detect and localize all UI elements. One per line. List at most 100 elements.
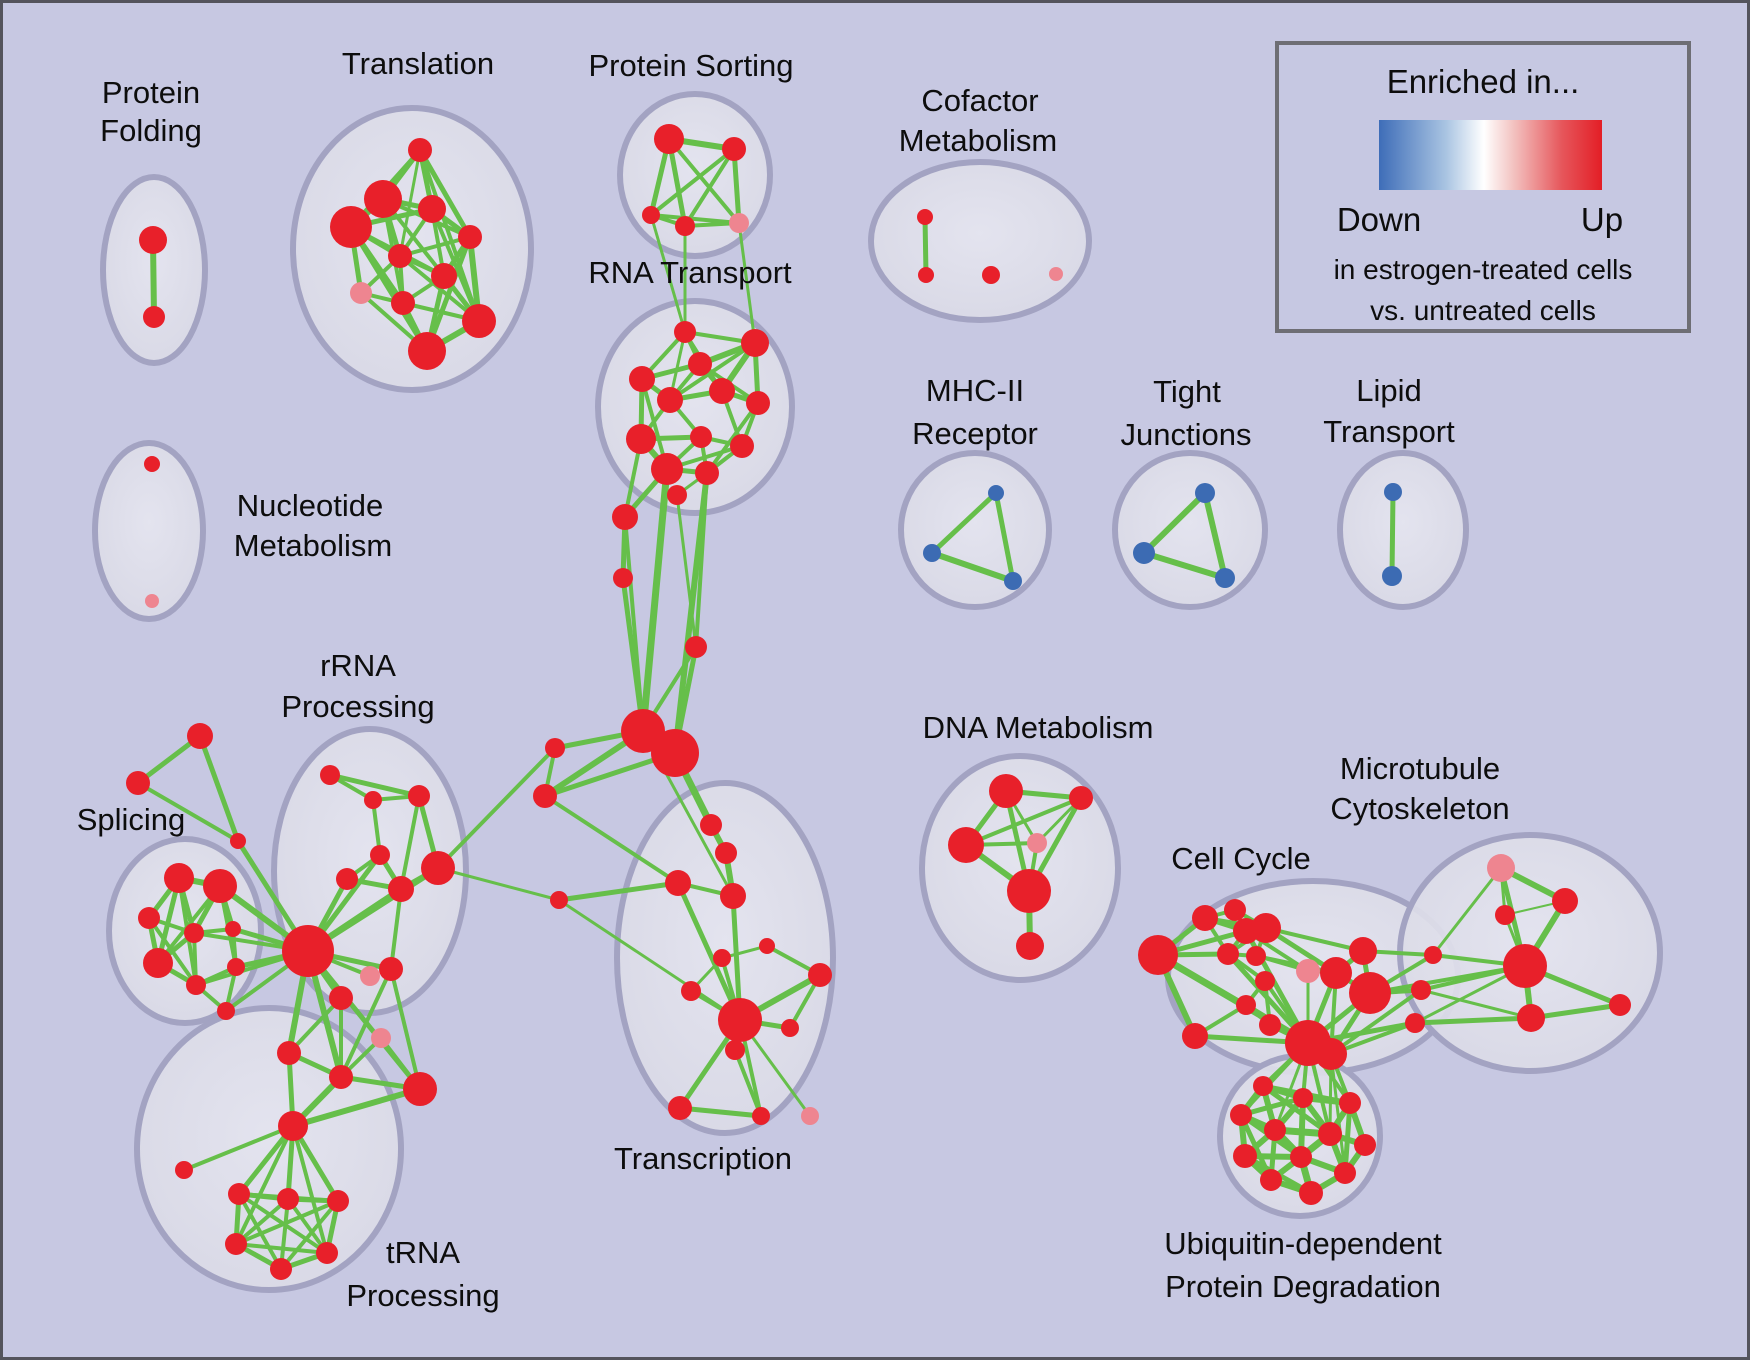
edge-x2-x3: [234, 1199, 340, 1246]
cluster-label-lipid-transport-2: Transport: [1323, 414, 1455, 449]
gene-set-node-j1: [1133, 542, 1155, 564]
gene-set-node-r10: [651, 453, 683, 485]
gene-set-node-cc2: [1224, 899, 1246, 921]
cluster-label-tight-junctions-2: Junctions: [1121, 417, 1252, 452]
gene-set-node-tc6: [681, 981, 701, 1001]
edge-q0-q2: [327, 772, 422, 799]
edge-t0-t4: [417, 147, 473, 240]
gene-set-node-ub10: [1334, 1162, 1356, 1184]
gene-set-node-r11: [695, 461, 719, 485]
cluster-ellipse-rna-transport: [595, 298, 795, 516]
gene-set-node-l0: [1384, 483, 1402, 501]
gene-set-node-p4: [729, 213, 749, 233]
gene-set-node-q13: [403, 1072, 437, 1106]
gene-set-node-mt2: [1495, 905, 1515, 925]
gene-set-node-q0: [320, 765, 340, 785]
gene-set-node-s1: [203, 869, 237, 903]
edge-tc11-tc12: [677, 1105, 764, 1119]
edge-x2-x5: [279, 1199, 340, 1271]
gene-set-node-j0: [1195, 483, 1215, 503]
gene-set-node-t10: [408, 332, 446, 370]
cluster-label-dna-metabolism: DNA Metabolism: [923, 710, 1154, 745]
cluster-label-mhc-ii-receptor-2: Receptor: [912, 416, 1038, 451]
gene-set-node-s0: [164, 863, 194, 893]
edge-p1-p4: [731, 146, 742, 226]
cluster-label-nucleotide-metabolism-1: Nucleotide: [237, 488, 383, 523]
gene-set-node-n0: [144, 456, 160, 472]
gene-set-node-h0: [278, 1111, 308, 1141]
edge-h0-q13: [290, 1086, 423, 1129]
edge-q10-q13: [389, 967, 422, 1091]
edge-q10-q12: [339, 967, 393, 1079]
gene-set-node-x5: [270, 1258, 292, 1280]
gene-set-node-q7: [282, 925, 334, 977]
gene-set-node-tc9: [808, 963, 832, 987]
cluster-ellipse-mhc-ii-receptor: [898, 450, 1052, 610]
gene-set-node-t8: [391, 291, 415, 315]
gene-set-node-s4: [225, 921, 241, 937]
gene-set-node-c3: [1049, 267, 1063, 281]
edge-j0-j2: [1202, 490, 1228, 581]
gene-set-node-r5: [657, 387, 683, 413]
gene-set-node-cc6: [1246, 946, 1266, 966]
edge-q2-q5: [399, 794, 421, 891]
cluster-label-ubiquitin-degradation-1: Ubiquitin-dependent: [1164, 1226, 1442, 1261]
edge-m1-m2: [929, 550, 1016, 584]
gene-set-node-cc0: [1138, 935, 1178, 975]
edge-r10-b0: [639, 465, 671, 735]
gene-set-node-p2: [642, 206, 660, 224]
gene-set-node-v3: [685, 636, 707, 658]
gene-set-node-t4: [458, 225, 482, 249]
gene-set-node-u1: [126, 771, 150, 795]
gene-set-node-s2: [138, 907, 160, 929]
cluster-label-translation: Translation: [342, 46, 494, 81]
gene-set-node-s7: [227, 958, 245, 976]
gene-set-node-cc1: [1192, 905, 1218, 931]
gene-set-node-mt1: [1552, 888, 1578, 914]
edge-p2-p4: [649, 213, 741, 225]
edge-m0-m2: [993, 490, 1016, 584]
cluster-label-microtubule-cytoskeleton-2: Cytoskeleton: [1330, 791, 1509, 826]
cluster-label-cofactor-metabolism-2: Metabolism: [899, 123, 1058, 158]
gene-set-node-q8: [360, 966, 380, 986]
gene-set-node-x4: [316, 1242, 338, 1264]
gene-set-node-b4: [550, 891, 568, 909]
gene-set-node-q6: [421, 851, 455, 885]
gene-set-node-n1: [145, 594, 159, 608]
gene-set-node-cc8: [1320, 957, 1352, 989]
gene-set-node-l1: [1382, 566, 1402, 586]
cluster-label-protein-folding-1: Protein: [102, 75, 200, 110]
cluster-label-rrna-processing-2: Processing: [281, 689, 434, 724]
edge-x3-x4: [234, 1242, 329, 1255]
gene-set-node-c1: [918, 267, 934, 283]
gene-set-node-tc4: [713, 949, 731, 967]
cluster-ellipse-lipid-transport: [1337, 450, 1469, 610]
cluster-label-rrna-processing-1: rRNA: [320, 648, 396, 683]
edge-b4-tc3: [556, 880, 681, 903]
gene-set-node-q4: [336, 868, 358, 890]
legend-gradient-bar: [1379, 120, 1602, 190]
gene-set-node-v1: [667, 485, 687, 505]
gene-set-node-m2: [1004, 572, 1022, 590]
cluster-label-ubiquitin-degradation-2: Protein Degradation: [1165, 1269, 1441, 1304]
gene-set-node-r2: [688, 352, 712, 376]
edge-t2-t9: [430, 207, 481, 323]
gene-set-node-cc11: [1255, 971, 1275, 991]
gene-set-node-ub4: [1264, 1119, 1286, 1141]
gene-set-node-ub5: [1318, 1122, 1342, 1146]
gene-set-node-t0: [408, 138, 432, 162]
gene-set-node-q2: [408, 785, 430, 807]
legend-box: Enriched in... Down Up in estrogen-treat…: [1275, 41, 1691, 333]
edge-cc16-k1: [1329, 988, 1423, 1056]
gene-set-node-tc8: [781, 1019, 799, 1037]
edge-p4-r1: [737, 221, 757, 345]
edge-k1-mt4: [1419, 988, 1533, 1020]
edge-m0-m1: [929, 490, 999, 556]
gene-set-node-r7: [626, 424, 656, 454]
gene-set-node-cc5: [1217, 943, 1239, 965]
gene-set-node-b1: [651, 729, 699, 777]
gene-set-node-t5: [388, 244, 412, 268]
gene-set-node-ub7: [1233, 1144, 1257, 1168]
gene-set-node-s8: [217, 1002, 235, 1020]
gene-set-node-t7: [350, 282, 372, 304]
